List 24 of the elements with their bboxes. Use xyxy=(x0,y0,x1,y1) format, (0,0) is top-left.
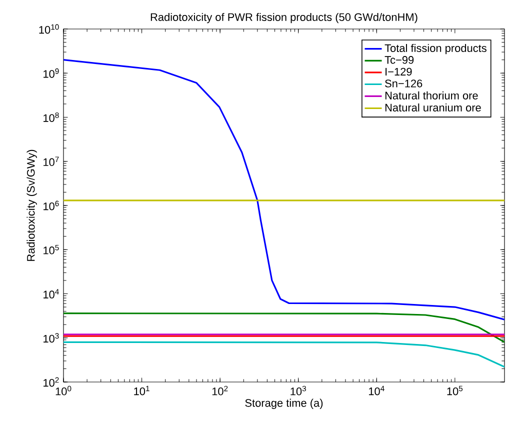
legend-label: I−129 xyxy=(386,68,412,76)
legend-label: Total fission products xyxy=(384,44,486,54)
x-axis-title: Storage time (a) xyxy=(245,398,323,409)
legend-label: Natural uranium ore xyxy=(385,103,481,112)
chart-title: Radiotoxicity of PWR fission products (50 GWd/tonHM) xyxy=(150,12,418,24)
legend-label: Tc−99 xyxy=(384,56,414,64)
x-tick-label: 10$^{3}$ xyxy=(290,386,306,396)
y-tick-label: 10$^{10}$ xyxy=(39,24,59,34)
y-tick-label: 10$^{9}$ xyxy=(44,68,59,78)
x-tick-label: 10$^{1}$ xyxy=(134,386,150,396)
x-tick-label: 10$^{2}$ xyxy=(212,386,228,396)
x-tick-label: 10$^{5}$ xyxy=(447,386,463,396)
y-tick-label: 10$^{7}$ xyxy=(44,156,59,166)
legend-label: Natural thorium ore xyxy=(385,91,478,100)
y-tick-label: 10$^{4}$ xyxy=(44,289,59,298)
y-tick-label: 10$^{5}$ xyxy=(44,244,59,254)
y-tick-label: 10$^{2}$ xyxy=(44,377,59,387)
y-axis-title: Radiotoxicity (Sv/GWy) xyxy=(26,150,37,261)
legend-label: Sn−126 xyxy=(385,80,422,88)
x-tick-label: 10$^{0}$ xyxy=(56,386,72,396)
y-tick-label: 10$^{6}$ xyxy=(44,200,59,210)
y-tick-label: 10$^{3}$ xyxy=(44,333,59,343)
x-tick-label: 10$^{4}$ xyxy=(368,386,384,396)
y-tick-label: 10$^{8}$ xyxy=(44,112,59,122)
